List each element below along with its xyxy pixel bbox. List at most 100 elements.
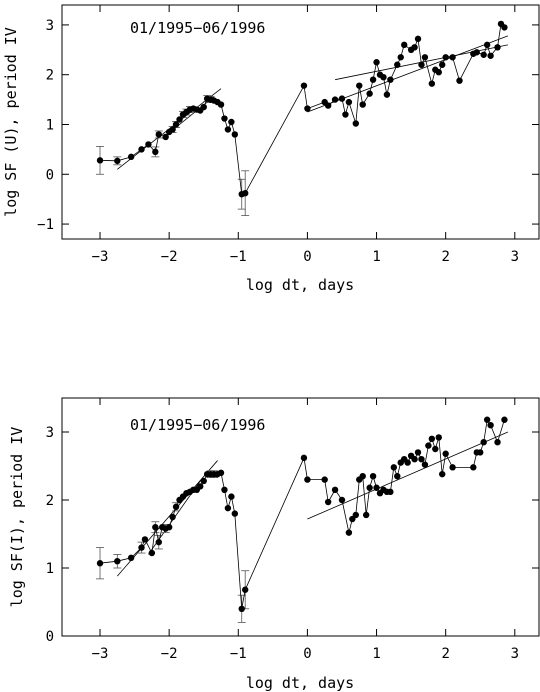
- data-point: [155, 538, 162, 546]
- y-axis-label: log SF(I), period IV: [8, 427, 26, 608]
- plot-frame: [61, 397, 540, 637]
- data-point: [369, 473, 377, 480]
- axis-ticks: −3 −2 −1 0 1 2 3 −1 0 1 2 3: [37, 5, 539, 265]
- data-point: [331, 486, 339, 493]
- data-point: [241, 586, 249, 593]
- data-point: [228, 493, 235, 500]
- data-point: [439, 470, 446, 478]
- data-point: [400, 41, 408, 49]
- data-point: [152, 148, 159, 156]
- data-point: [366, 90, 373, 97]
- data-point: [411, 456, 418, 463]
- data-point: [321, 476, 328, 483]
- data-point: [421, 461, 429, 468]
- data-point: [373, 484, 380, 491]
- data-point: [300, 454, 308, 462]
- data-point: [449, 464, 456, 471]
- data-point: [442, 450, 449, 457]
- x-tick-label: −2: [161, 646, 178, 662]
- data-point: [404, 459, 411, 466]
- data-point: [501, 24, 508, 31]
- data-point: [165, 524, 173, 531]
- data-point: [200, 103, 207, 111]
- x-tick-label: −3: [92, 249, 109, 265]
- data-point: [221, 115, 228, 122]
- fit-lines: [117, 35, 509, 170]
- data-point: [217, 101, 225, 108]
- x-tick-label: 3: [511, 646, 519, 662]
- x-tick-label: 1: [372, 646, 380, 662]
- data-point: [176, 116, 183, 123]
- data-point: [470, 464, 477, 471]
- data-point: [435, 434, 442, 441]
- data-point: [304, 476, 311, 483]
- data-point: [435, 69, 442, 76]
- y-axis-label: log SF (U), period IV: [2, 27, 20, 217]
- data-point: [449, 54, 456, 61]
- data-point: [304, 105, 311, 112]
- data-point: [414, 449, 422, 456]
- data-point: [338, 95, 346, 102]
- data-point: [345, 98, 353, 106]
- x-axis-label: log dt, days: [246, 674, 354, 692]
- data-point: [501, 416, 508, 423]
- axis-ticks: −3 −2 −1 0 1 2 3 0 1 2 3: [46, 398, 539, 662]
- data-point: [380, 73, 387, 81]
- chart-lower-i-band: −3 −2 −1 0 1 2 3 0 1 2 3 01/1995−06/1996 log dt, d…: [8, 397, 540, 692]
- data-point: [428, 80, 436, 87]
- data-point: [473, 49, 480, 56]
- data-series: [96, 20, 508, 198]
- data-point: [162, 133, 169, 141]
- x-tick-label: −1: [230, 646, 247, 662]
- plot-frame: [61, 4, 540, 240]
- data-point: [169, 513, 176, 521]
- data-point: [352, 120, 360, 127]
- fit-line: [307, 431, 509, 520]
- period-annotation: 01/1995−06/1996: [130, 416, 265, 434]
- data-point: [359, 473, 366, 480]
- data-point: [494, 44, 501, 51]
- data-point: [331, 96, 339, 103]
- data-point: [394, 473, 401, 480]
- data-point: [138, 544, 145, 551]
- data-point: [456, 77, 463, 84]
- x-axis-label: log dt, days: [246, 276, 354, 294]
- data-point: [114, 157, 121, 165]
- y-tick-label: 2: [46, 68, 54, 84]
- data-point: [425, 442, 432, 449]
- x-tick-label: 3: [511, 249, 519, 265]
- x-tick-label: −1: [230, 249, 247, 265]
- data-point: [352, 511, 360, 519]
- data-point: [432, 445, 439, 453]
- data-point: [483, 41, 491, 49]
- data-point: [221, 486, 228, 493]
- data-point: [228, 118, 235, 126]
- data-point: [421, 54, 429, 61]
- data-point: [172, 503, 180, 510]
- data-point: [338, 496, 346, 504]
- data-point: [224, 504, 232, 512]
- data-point: [366, 484, 373, 491]
- data-point: [369, 76, 377, 83]
- y-tick-label: −1: [37, 217, 54, 233]
- y-tick-label: 0: [46, 167, 54, 183]
- data-point: [231, 510, 239, 517]
- data-point: [324, 102, 332, 109]
- data-point: [359, 101, 366, 108]
- data-point: [96, 157, 104, 164]
- y-tick-label: 1: [46, 561, 54, 577]
- data-point: [428, 435, 436, 442]
- data-point: [342, 111, 349, 118]
- data-point: [231, 131, 239, 138]
- x-tick-label: 0: [303, 249, 311, 265]
- data-point: [324, 498, 332, 506]
- x-tick-label: −2: [161, 249, 178, 265]
- data-point: [148, 549, 156, 557]
- y-tick-label: 0: [46, 629, 54, 645]
- data-point: [356, 82, 363, 89]
- data-point: [345, 529, 353, 536]
- data-point: [145, 141, 152, 148]
- data-series: [96, 416, 508, 612]
- error-bars: [96, 470, 250, 623]
- data-point: [152, 524, 159, 531]
